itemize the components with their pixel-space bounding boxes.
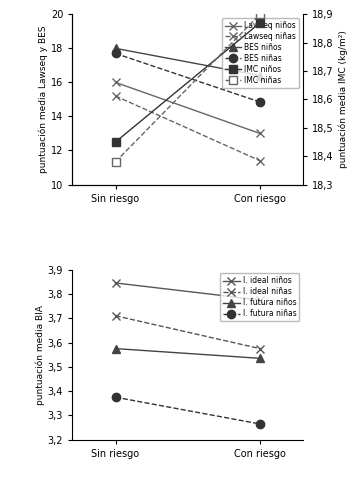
Y-axis label: puntuación media IMC (kg/m²): puntuación media IMC (kg/m²) [338,31,348,168]
Line: I. futura niñas: I. futura niñas [111,393,264,428]
BES niños [113,45,118,51]
BES niñas [113,51,118,56]
Legend: Lawseq niños, Lawseq niñas, BES niños, BES niñas, IMC niños, IMC niñas: Lawseq niños, Lawseq niñas, BES niños, B… [222,18,299,88]
I. futura niños [258,356,262,361]
Y-axis label: puntuación media BIA: puntuación media BIA [35,305,45,404]
Y-axis label: puntuación media Lawseq y BES: puntuación media Lawseq y BES [39,26,48,173]
BES niños [258,73,262,78]
Line: Lawseq niñas: Lawseq niñas [111,92,264,165]
I. ideal niñas [113,313,118,319]
I. ideal niñas [258,346,262,351]
Line: BES niñas: BES niñas [111,49,264,106]
IMC niños [113,139,118,145]
Lawseq niñas [258,158,262,163]
I. futura niñas [113,394,118,400]
I. ideal niños [258,297,262,303]
Lawseq niños [113,79,118,85]
BES niñas [258,99,262,105]
I. futura niños [113,346,118,351]
I. futura niñas [258,421,262,427]
Lawseq niños [258,130,262,136]
Line: IMC niños: IMC niños [111,19,264,146]
IMC niños [258,20,262,26]
Line: I. ideal niñas: I. ideal niñas [111,312,264,353]
Line: BES niños: BES niños [111,44,264,80]
I. ideal niños [113,280,118,286]
Legend: I. ideal niños, I. ideal niñas, I. futura niños, I. futura niñas: I. ideal niños, I. ideal niñas, I. futur… [220,273,299,321]
Line: I. ideal niños: I. ideal niños [111,279,264,304]
Line: I. futura niños: I. futura niños [111,345,264,362]
Lawseq niñas [113,93,118,99]
Line: Lawseq niños: Lawseq niños [111,78,264,138]
